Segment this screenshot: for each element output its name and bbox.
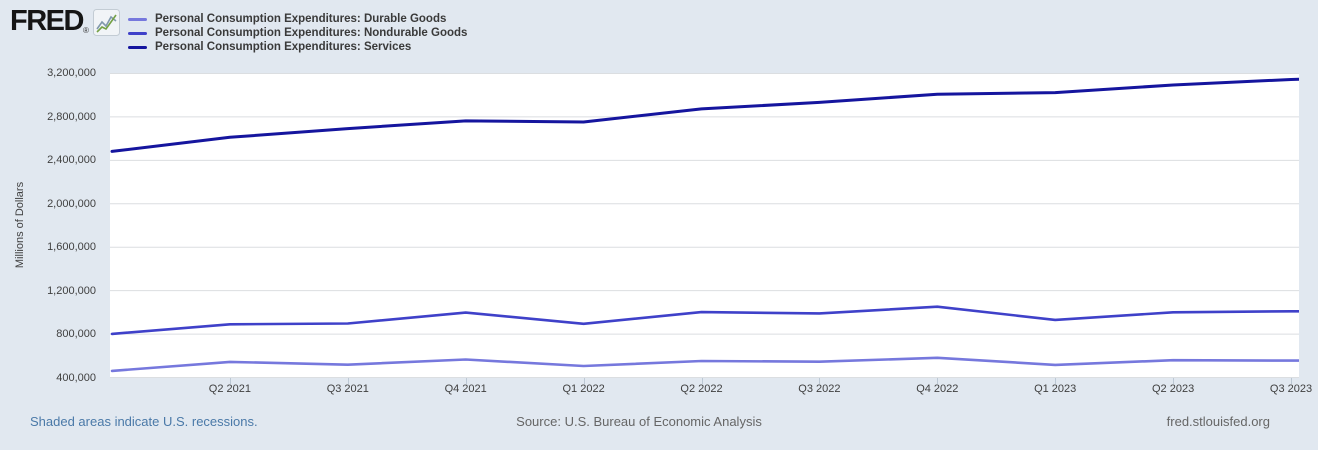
- y-axis-title: Millions of Dollars: [14, 181, 26, 269]
- x-axis-tick: [819, 378, 821, 384]
- series-line-durable-goods[interactable]: [110, 356, 1299, 373]
- sparkline-chart-icon: [92, 9, 120, 36]
- y-axis-tick-label: 400,000: [56, 372, 96, 384]
- legend-swatch: [128, 31, 147, 35]
- x-axis-tick-label: Q2 2023: [1151, 383, 1195, 395]
- y-axis-tick-label: 2,000,000: [47, 197, 96, 210]
- x-axis-tick-label: Q2 2022: [680, 383, 723, 395]
- x-axis-tick: [347, 378, 349, 384]
- x-axis-tick: [1173, 378, 1175, 384]
- legend-swatch: [128, 17, 147, 21]
- legend-swatch: [128, 45, 147, 49]
- legend: Personal Consumption Expenditures: Durab…: [128, 12, 467, 54]
- y-axis-tick-label: 2,400,000: [47, 154, 96, 167]
- legend-label: Personal Consumption Expenditures: Nondu…: [155, 27, 468, 39]
- x-axis-tick: [229, 378, 231, 384]
- x-axis-tick-label: Q1 2023: [1034, 383, 1077, 395]
- series-line-nondurable-goods[interactable]: [110, 305, 1299, 336]
- x-axis-tick-label: Q3 2023: [1269, 383, 1313, 395]
- registered-trademark-symbol: ®: [82, 26, 89, 35]
- y-axis-tick-label: 2,800,000: [47, 110, 96, 123]
- legend-label: Personal Consumption Expenditures: Durab…: [155, 13, 447, 25]
- source-note: Source: U.S. Bureau of Economic Analysis: [516, 414, 762, 429]
- series-line-services[interactable]: [110, 77, 1299, 153]
- x-axis-tick-label: Q3 2021: [326, 383, 369, 395]
- legend-item: Personal Consumption Expenditures: Nondu…: [128, 26, 467, 40]
- x-axis-tick: [465, 378, 467, 384]
- fred-site-link[interactable]: fred.stlouisfed.org: [1166, 414, 1270, 429]
- plot-area[interactable]: [110, 73, 1299, 378]
- x-axis-tick-label: Q4 2021: [444, 383, 487, 395]
- y-axis-tick-label: 1,600,000: [47, 241, 96, 254]
- chart-canvas[interactable]: [110, 73, 1299, 378]
- fred-logo-text: FRED: [10, 5, 84, 37]
- legend-item: Personal Consumption Expenditures: Servi…: [128, 40, 467, 54]
- fred-logo[interactable]: FRED ®: [10, 6, 120, 36]
- y-axis-tick-label: 3,200,000: [47, 67, 96, 79]
- x-axis-tick: [701, 378, 703, 384]
- y-axis-tick-label: 1,200,000: [47, 284, 96, 297]
- recessions-note: Shaded areas indicate U.S. recessions.: [30, 414, 258, 429]
- x-axis-tick: [583, 378, 585, 384]
- x-axis-tick-label: Q1 2022: [562, 383, 605, 395]
- x-axis-tick: [1291, 378, 1292, 384]
- legend-item: Personal Consumption Expenditures: Durab…: [128, 12, 467, 26]
- x-axis-tick: [937, 378, 939, 384]
- x-axis-tick-label: Q4 2022: [916, 383, 959, 395]
- x-axis-tick-label: Q2 2021: [208, 383, 251, 395]
- legend-label: Personal Consumption Expenditures: Servi…: [155, 41, 412, 53]
- y-axis-tick-label: 800,000: [56, 328, 96, 341]
- x-axis-tick: [1055, 378, 1057, 384]
- x-axis-tick-label: Q3 2022: [798, 383, 841, 395]
